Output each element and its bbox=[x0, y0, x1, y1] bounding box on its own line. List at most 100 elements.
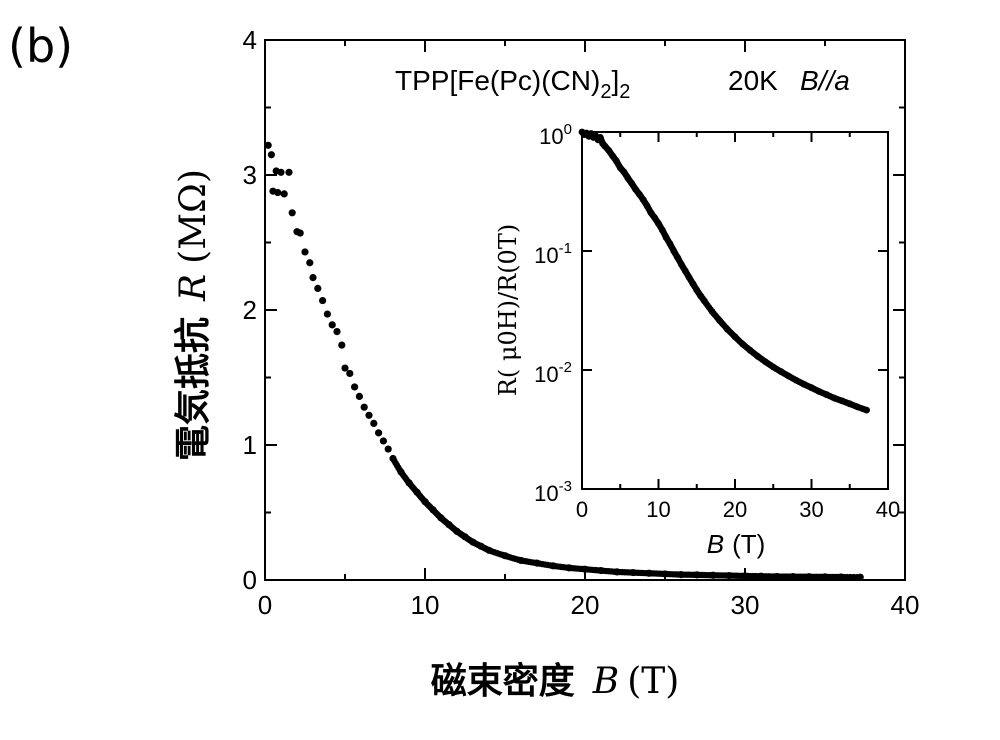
main-data-point bbox=[264, 141, 272, 149]
inset-data-point bbox=[861, 406, 868, 413]
direction-annotation: B//a bbox=[800, 65, 850, 96]
main-data-point bbox=[379, 437, 387, 445]
main-data-point bbox=[787, 573, 794, 580]
inset-x-tick-label: 20 bbox=[723, 497, 747, 522]
main-data-point bbox=[319, 296, 327, 305]
inset-ticks bbox=[581, 131, 889, 490]
inset-y-tick-base: 10 bbox=[534, 481, 558, 506]
main-data-point bbox=[277, 168, 285, 176]
main-x-tick-label: 10 bbox=[411, 590, 440, 620]
main-data-point bbox=[755, 572, 762, 580]
main-data-point bbox=[309, 274, 317, 282]
x-label-unit: (T) bbox=[627, 661, 679, 702]
x-label-symbol: B bbox=[592, 661, 619, 702]
main-data-point bbox=[267, 151, 275, 159]
inset-x-tick-label: 40 bbox=[876, 497, 900, 522]
main-data-point bbox=[819, 573, 826, 581]
main-data-point bbox=[547, 562, 554, 569]
main-data-point bbox=[659, 570, 666, 578]
inset-y-tick-label: 10-2 bbox=[534, 359, 572, 387]
main-data-point bbox=[515, 556, 522, 563]
inset-x-tick-label: 30 bbox=[799, 497, 823, 522]
main-data-point bbox=[365, 411, 373, 419]
y-label-jp: 電気抵抗 bbox=[172, 317, 214, 461]
main-data-point bbox=[707, 572, 714, 579]
inset-x-tick-label: 10 bbox=[646, 497, 670, 522]
x-label-jp: 磁束密度 bbox=[431, 660, 575, 702]
main-data-point bbox=[563, 564, 570, 571]
main-data-point bbox=[351, 383, 359, 391]
main-data-point bbox=[499, 551, 506, 559]
annotation-sub-1: 2 bbox=[600, 81, 611, 103]
main-data-point bbox=[355, 392, 363, 400]
panel-label: (b) bbox=[8, 19, 73, 73]
main-x-tick-label: 40 bbox=[891, 590, 920, 620]
y-label-symbol: R bbox=[173, 274, 214, 302]
annotation-compound: TPP[Fe(Pc)(CN) bbox=[395, 65, 600, 96]
main-data-point bbox=[803, 573, 810, 580]
main-data-point bbox=[288, 209, 296, 217]
main-data-point bbox=[333, 328, 341, 336]
main-data-point bbox=[835, 573, 842, 581]
main-data-point bbox=[739, 572, 746, 580]
main-data-point bbox=[323, 310, 331, 318]
temperature-annotation: 20K bbox=[728, 65, 778, 96]
main-x-axis-label: 磁束密度 B (T) bbox=[431, 660, 680, 702]
inset-y-axis-label: R( μ0H)/R(0T) bbox=[494, 224, 522, 396]
main-x-tick-label: 0 bbox=[258, 590, 272, 620]
main-data-point bbox=[296, 229, 304, 237]
inset-x-axis-label: B (T) bbox=[707, 529, 766, 559]
annotation-close: ] bbox=[611, 65, 619, 96]
main-data-point bbox=[280, 190, 288, 198]
main-data-point bbox=[643, 569, 650, 577]
y-label-unit: (MΩ) bbox=[173, 169, 214, 264]
inset-y-tick-label: 100 bbox=[539, 121, 572, 149]
main-data-point bbox=[346, 369, 354, 378]
inset-y-tick-exponent: 0 bbox=[564, 121, 572, 138]
main-data-point bbox=[285, 168, 293, 176]
main-data-point bbox=[611, 568, 618, 575]
inset-y-tick-base: 10 bbox=[534, 243, 558, 268]
main-data-point bbox=[531, 559, 538, 566]
main-data-point bbox=[853, 573, 861, 581]
main-data-point bbox=[328, 321, 336, 329]
main-data-point bbox=[301, 248, 309, 256]
main-data-point bbox=[338, 341, 346, 349]
compound-annotation: TPP[Fe(Pc)(CN)2]2 bbox=[395, 65, 630, 103]
inset-data-points bbox=[578, 128, 870, 414]
main-data-points bbox=[264, 141, 864, 581]
main-data-point bbox=[627, 569, 634, 576]
inset-y-tick-base: 10 bbox=[534, 362, 558, 387]
main-x-tick-label: 30 bbox=[731, 590, 760, 620]
main-data-point bbox=[384, 445, 392, 453]
main-data-point bbox=[341, 364, 349, 372]
main-x-tick-label: 20 bbox=[571, 590, 600, 620]
inset-y-tick-exponent: -3 bbox=[559, 478, 572, 495]
main-data-point bbox=[274, 188, 282, 197]
inset-x-label-symbol: B bbox=[707, 529, 724, 559]
main-data-point bbox=[691, 571, 698, 579]
inset-y-tick-base: 10 bbox=[539, 124, 563, 149]
main-data-point bbox=[771, 573, 778, 580]
inset-x-tick-label: 0 bbox=[576, 497, 588, 522]
main-y-tick-label: 0 bbox=[243, 565, 257, 595]
main-data-point bbox=[675, 571, 682, 578]
inset-x-tick-labels: 0 10 20 30 40 bbox=[576, 497, 900, 522]
main-y-tick-label: 3 bbox=[243, 160, 257, 190]
main-data-point bbox=[370, 419, 378, 427]
main-data-point bbox=[579, 565, 586, 573]
inset-y-tick-exponent: -2 bbox=[559, 359, 572, 376]
main-data-point bbox=[306, 259, 314, 267]
main-data-point bbox=[595, 567, 602, 574]
inset-y-tick-label: 10-3 bbox=[534, 478, 572, 506]
main-data-point bbox=[375, 429, 383, 437]
inset-y-tick-exponent: -1 bbox=[559, 240, 572, 257]
main-y-tick-label: 1 bbox=[243, 430, 257, 460]
main-x-tick-labels: 0 10 20 30 40 bbox=[258, 590, 920, 620]
main-y-tick-labels: 0 1 2 3 4 bbox=[243, 25, 257, 595]
main-y-tick-label: 2 bbox=[243, 295, 257, 325]
